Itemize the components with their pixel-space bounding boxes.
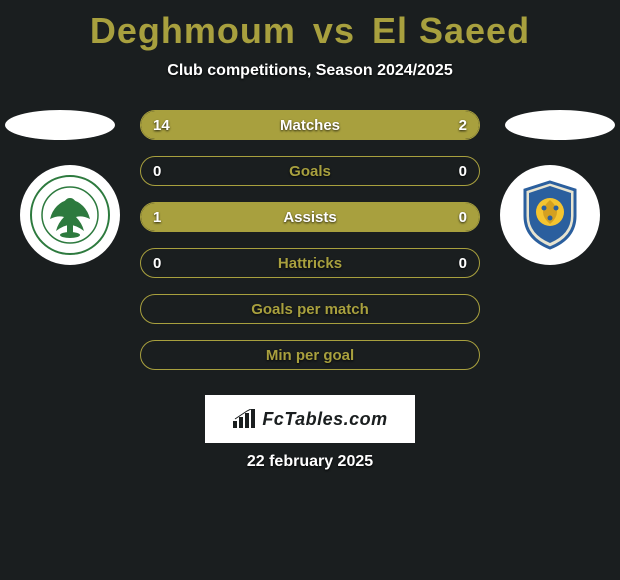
vs-text: vs — [313, 10, 355, 51]
stat-label: Min per goal — [266, 347, 354, 364]
player1-name: Deghmoum — [90, 10, 296, 51]
watermark-text: FcTables.com — [262, 409, 387, 430]
stat-value-right: 2 — [459, 117, 467, 134]
club-left-logo — [30, 175, 110, 255]
stat-row: 0 0 Goals — [140, 156, 480, 186]
stats-container: 14 2 Matches 0 0 Goals 1 0 Assists 0 0 Hattricks Goa… — [140, 110, 480, 386]
stat-row: Goals per match — [140, 294, 480, 324]
player1-avatar-placeholder — [5, 110, 115, 140]
stat-row: 1 0 Assists — [140, 202, 480, 232]
club-right-logo — [510, 175, 590, 255]
stat-label: Matches — [280, 117, 340, 134]
date-label: 22 february 2025 — [0, 453, 620, 471]
stat-label: Goals — [289, 163, 331, 180]
stat-row: 0 0 Hattricks — [140, 248, 480, 278]
player2-name: El Saeed — [372, 10, 530, 51]
club-right-badge — [500, 165, 600, 265]
stat-row: 14 2 Matches — [140, 110, 480, 140]
watermark: FcTables.com — [205, 395, 415, 443]
stat-value-left: 0 — [153, 255, 161, 272]
stat-label: Hattricks — [278, 255, 342, 272]
player2-avatar-placeholder — [505, 110, 615, 140]
stat-value-left: 14 — [153, 117, 170, 134]
subtitle: Club competitions, Season 2024/2025 — [0, 62, 620, 80]
stat-value-right: 0 — [459, 209, 467, 226]
club-left-badge — [20, 165, 120, 265]
chart-icon — [232, 409, 258, 429]
stat-label: Assists — [283, 209, 336, 226]
stat-value-right: 0 — [459, 163, 467, 180]
page-title: Deghmoum vs El Saeed — [0, 0, 620, 52]
content-area: 14 2 Matches 0 0 Goals 1 0 Assists 0 0 Hattricks Goa… — [0, 110, 620, 390]
stat-value-left: 1 — [153, 209, 161, 226]
stat-value-left: 0 — [153, 163, 161, 180]
stat-label: Goals per match — [251, 301, 369, 318]
stat-row: Min per goal — [140, 340, 480, 370]
stat-value-right: 0 — [459, 255, 467, 272]
